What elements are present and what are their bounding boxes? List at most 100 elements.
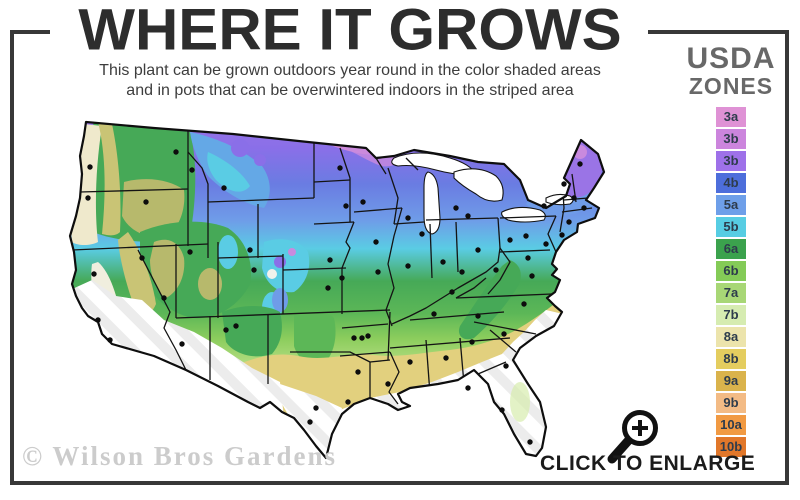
city-dot xyxy=(493,267,499,273)
frame-top-right-segment xyxy=(648,30,789,34)
city-dot xyxy=(221,185,227,191)
legend-swatch-10a: 10a xyxy=(716,415,746,435)
city-dot xyxy=(419,231,425,237)
city-dot xyxy=(577,161,583,167)
city-dot xyxy=(453,205,459,211)
city-dot xyxy=(541,203,547,209)
city-dot xyxy=(581,205,587,211)
legend-swatch-5a: 5a xyxy=(716,195,746,215)
click-to-enlarge-button[interactable]: CLICK TO ENLARGE xyxy=(540,452,756,475)
page-title: WHERE IT GROWS xyxy=(78,0,622,63)
city-dot xyxy=(161,295,167,301)
city-dot xyxy=(527,439,533,445)
usda-zones-legend: USDA ZONES 3a 3b 3b 4b 5a 5b 6a 6b 7a 7b 8a 8b 9a 9b 1… xyxy=(683,44,779,459)
great-lakes xyxy=(391,152,574,235)
city-dot xyxy=(465,385,471,391)
city-dot xyxy=(459,269,465,275)
city-dot xyxy=(503,363,509,369)
city-dot xyxy=(543,241,549,247)
frame-left-border xyxy=(10,30,14,485)
city-dot xyxy=(405,215,411,221)
city-dot xyxy=(529,273,535,279)
city-dot xyxy=(525,255,531,261)
city-dot xyxy=(561,181,567,187)
frame-top-left-segment xyxy=(10,30,50,34)
city-dot xyxy=(359,335,365,341)
city-dot xyxy=(337,165,343,171)
legend-swatch-4b: 4b xyxy=(716,173,746,193)
city-dot xyxy=(107,337,113,343)
subtitle: This plant can be grown outdoors year ro… xyxy=(20,61,680,101)
city-dot xyxy=(443,355,449,361)
frame-right-border xyxy=(785,30,789,485)
city-dot xyxy=(327,257,333,263)
city-dot xyxy=(313,405,319,411)
city-dot xyxy=(307,419,313,425)
legend-swatch-7a: 7a xyxy=(716,283,746,303)
city-dot xyxy=(385,381,391,387)
legend-swatch-10b: 10b xyxy=(716,437,746,457)
city-dot xyxy=(499,407,505,413)
city-dot xyxy=(85,195,91,201)
legend-swatch-3b: 3b xyxy=(716,151,746,171)
city-dot xyxy=(449,289,455,295)
frame-bottom-border xyxy=(10,481,789,485)
city-dot xyxy=(469,339,475,345)
state-borders xyxy=(71,130,593,405)
usda-zones-map[interactable] xyxy=(58,112,658,472)
legend-title-zones: ZONES xyxy=(688,73,774,99)
magnifier-plus-icon[interactable] xyxy=(598,404,664,468)
city-dot xyxy=(405,263,411,269)
legend-swatch-9a: 9a xyxy=(716,371,746,391)
city-dot xyxy=(571,195,577,201)
city-dot xyxy=(507,237,513,243)
city-dot xyxy=(247,247,253,253)
city-dot xyxy=(343,203,349,209)
city-dot xyxy=(351,335,357,341)
city-dot xyxy=(440,259,446,265)
subtitle-line-2: and in pots that can be overwintered ind… xyxy=(126,82,574,99)
legend-swatch-7b: 7b xyxy=(716,305,746,325)
city-dot xyxy=(365,333,371,339)
city-dot xyxy=(475,313,481,319)
city-dot xyxy=(223,327,229,333)
city-dot xyxy=(251,267,257,273)
city-dot xyxy=(407,359,413,365)
city-dot xyxy=(325,285,331,291)
city-dot xyxy=(523,233,529,239)
legend-swatch-6a: 6a xyxy=(716,239,746,259)
city-dot xyxy=(143,199,149,205)
legend-swatch-8b: 8b xyxy=(716,349,746,369)
city-dot xyxy=(360,199,366,205)
legend-swatch-9b: 9b xyxy=(716,393,746,413)
city-dot xyxy=(189,167,195,173)
city-dot xyxy=(179,341,185,347)
subtitle-line-1: This plant can be grown outdoors year ro… xyxy=(99,62,601,79)
city-dot xyxy=(355,369,361,375)
city-dot xyxy=(233,323,239,329)
city-dot xyxy=(375,269,381,275)
legend-swatch-6b: 6b xyxy=(716,261,746,281)
city-dot xyxy=(465,213,471,219)
city-dot xyxy=(521,301,527,307)
header: WHERE IT GROWS This plant can be grown o… xyxy=(20,0,680,101)
city-dot xyxy=(566,219,572,225)
city-dot xyxy=(187,249,193,255)
city-dot xyxy=(95,317,101,323)
city-dot xyxy=(91,271,97,277)
city-dot xyxy=(501,331,507,337)
city-dots xyxy=(85,149,587,445)
legend-zones: 3a 3b 3b 4b 5a 5b 6a 6b 7a 7b 8a 8b 9a 9b 10a 10b xyxy=(683,107,779,457)
city-dot xyxy=(475,247,481,253)
watermark: © Wilson Bros Gardens xyxy=(22,441,337,471)
city-dot xyxy=(345,399,351,405)
legend-swatch-3b: 3b xyxy=(716,129,746,149)
city-dot xyxy=(139,255,145,261)
city-dot xyxy=(431,311,437,317)
city-dot xyxy=(87,164,93,170)
city-dot xyxy=(173,149,179,155)
city-dot xyxy=(373,239,379,245)
city-dot xyxy=(559,232,565,238)
zone-shading xyxy=(70,122,604,458)
